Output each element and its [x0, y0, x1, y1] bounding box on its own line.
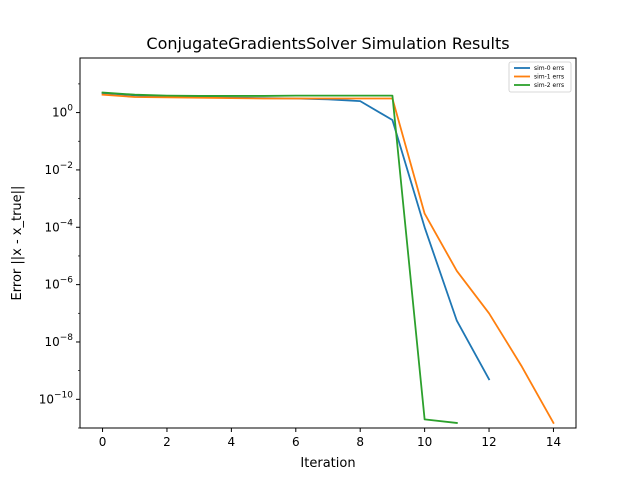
x-tick-label-0: 0 [99, 435, 107, 449]
legend-label-1: sim-1 errs [534, 74, 564, 81]
x-axis-label: Iteration [300, 456, 355, 471]
x-tick-label-2: 4 [228, 435, 236, 449]
x-axis: 0 2 4 6 8 10 12 14 [99, 428, 561, 449]
x-tick-label-1: 2 [163, 435, 171, 449]
x-tick-label-3: 6 [292, 435, 300, 449]
x-tick-label-5: 10 [417, 435, 432, 449]
series-layer [101, 91, 555, 425]
series-line-2 [101, 91, 458, 424]
x-tick-label-6: 12 [481, 435, 496, 449]
series-line-1 [101, 93, 555, 425]
y-axis-label: Error ||x - x_true|| [10, 186, 25, 301]
x-tick-label-7: 14 [546, 435, 561, 449]
plot-frame [79, 57, 577, 429]
legend-label-2: sim-2 errs [534, 82, 564, 89]
x-tick-label-4: 8 [356, 435, 364, 449]
chart-title: ConjugateGradientsSolver Simulation Resu… [146, 34, 509, 53]
legend-label-0: sim-0 errs [534, 65, 564, 72]
